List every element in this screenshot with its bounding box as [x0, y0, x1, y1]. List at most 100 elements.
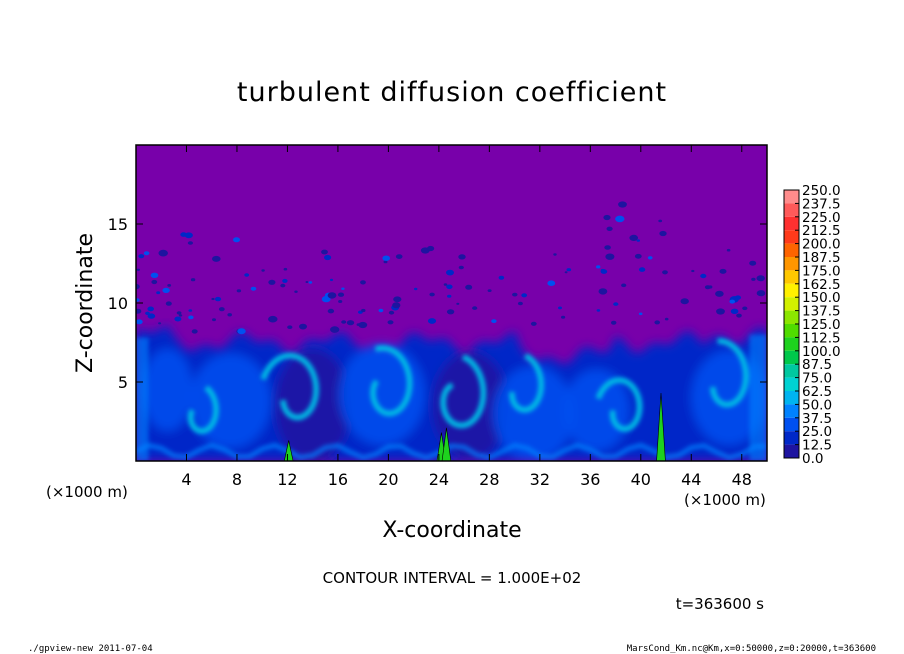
- x-tick-label: 48: [732, 470, 752, 489]
- eddy-blob: [244, 273, 250, 277]
- eddy-blob: [715, 290, 724, 297]
- eddy-blob: [382, 255, 391, 261]
- eddy-blob: [190, 278, 196, 282]
- eddy-blob: [611, 320, 617, 325]
- colorbar-label: 12.5: [802, 438, 832, 454]
- eddy-blob: [294, 290, 298, 293]
- eddy-blob: [358, 321, 368, 329]
- colorbar-bin: [784, 364, 799, 378]
- peak-spike: [656, 393, 666, 461]
- eddy-blob: [327, 308, 335, 314]
- peak-markers: [283, 393, 666, 461]
- eddy-blob: [443, 283, 448, 286]
- eddy-blob: [150, 272, 159, 278]
- eddy-blob: [393, 296, 402, 303]
- eddy-blob: [458, 254, 466, 260]
- eddy-blob: [472, 306, 478, 310]
- eddy-blob: [136, 298, 140, 302]
- eddy-blob: [191, 329, 198, 334]
- eddy-blob: [237, 328, 246, 335]
- eddy-blob: [742, 306, 748, 311]
- eddy-blob: [395, 254, 403, 259]
- eddy-highlights: [136, 334, 767, 461]
- colorbar-label: 25.0: [802, 424, 832, 440]
- eddy-blob: [647, 256, 653, 260]
- colorbar-label: 250.0: [802, 183, 841, 199]
- eddy-blob: [708, 285, 713, 289]
- colorbar-bin: [784, 391, 799, 405]
- colorbar-bin: [784, 243, 799, 257]
- eddy-blob: [530, 321, 537, 326]
- time-text: t=363600 s: [676, 595, 764, 613]
- eddy-blob: [321, 249, 328, 255]
- footer-left: ./gpview-new 2011-07-04: [28, 644, 153, 654]
- eddy-blob: [151, 279, 158, 285]
- eddy-blob: [751, 277, 756, 281]
- x-axis-ticks: 4 8 12 16 20 24 28 32 36 40 44 48: [181, 145, 752, 489]
- eddy-blob: [414, 287, 418, 291]
- eddy-blob: [730, 308, 739, 314]
- eddy-blob: [227, 313, 232, 317]
- colorbar-bin: [784, 350, 799, 365]
- eddy-blob: [147, 313, 156, 319]
- eddy-blob: [662, 270, 668, 275]
- eddy-blob: [268, 279, 276, 285]
- upper-eddy-blobs: [136, 201, 766, 335]
- eddy-blob: [167, 284, 172, 287]
- eddy-blob: [338, 300, 343, 303]
- eddy-blob: [341, 320, 347, 324]
- x-tick-label: 36: [580, 470, 600, 489]
- eddy-blob: [327, 292, 337, 299]
- eddy-blob: [174, 316, 182, 322]
- colorbar-label: 175.0: [802, 263, 841, 279]
- eddy-blob: [603, 214, 611, 221]
- eddy-blob: [606, 226, 613, 231]
- x-tick-label: 4: [181, 470, 191, 489]
- colorbar-label: 50.0: [802, 397, 832, 413]
- x-tick-label: 8: [232, 470, 242, 489]
- colorbar-label: 87.5: [802, 357, 832, 373]
- chart-title: turbulent diffusion coefficient: [237, 77, 667, 108]
- eddy-blob: [138, 254, 145, 259]
- eddy-blob: [383, 260, 388, 264]
- eddy-blob: [517, 301, 523, 306]
- x-tick-label: 28: [479, 470, 499, 489]
- eddy-blob: [598, 288, 608, 295]
- eddy-blob: [491, 319, 497, 323]
- plot-area: [136, 145, 767, 461]
- eddy-blob: [638, 267, 646, 272]
- colorbar-label: 137.5: [802, 304, 841, 320]
- eddy-blob: [566, 268, 572, 272]
- eddy-blob: [136, 268, 140, 271]
- eddy-blob: [700, 273, 707, 279]
- x-tick-label: 32: [530, 470, 550, 489]
- right-boundary-column: [749, 334, 767, 461]
- swirl-arc-core: [711, 339, 747, 406]
- colorbar-label: 225.0: [802, 210, 841, 226]
- x-tick-label: 12: [277, 470, 297, 489]
- colorbar-bin: [784, 337, 799, 351]
- y-tick-label: 10: [108, 294, 128, 313]
- eddy-core: [339, 344, 425, 446]
- colorbar-bin: [784, 417, 799, 432]
- eddy-blob: [446, 284, 453, 290]
- peak-spike: [441, 427, 452, 461]
- eddy-blob: [147, 306, 154, 312]
- eddy-blob: [356, 323, 361, 326]
- eddy-blob: [726, 248, 731, 252]
- eddy-core: [142, 348, 193, 431]
- left-boundary-column: [136, 337, 149, 461]
- colorbar-bin: [784, 190, 799, 204]
- eddy-blob: [716, 308, 725, 315]
- colorbar-label: 100.0: [802, 344, 841, 360]
- eddy-blob: [136, 308, 142, 314]
- eddy-core: [639, 369, 706, 458]
- eddy-blob: [512, 292, 518, 297]
- eddy-blob: [456, 302, 460, 305]
- colorbar-label: 62.5: [802, 384, 832, 400]
- colorbar-bin: [784, 310, 799, 324]
- eddy-blob: [736, 313, 742, 318]
- eddy-blob: [329, 278, 334, 282]
- eddy-blob: [756, 275, 765, 282]
